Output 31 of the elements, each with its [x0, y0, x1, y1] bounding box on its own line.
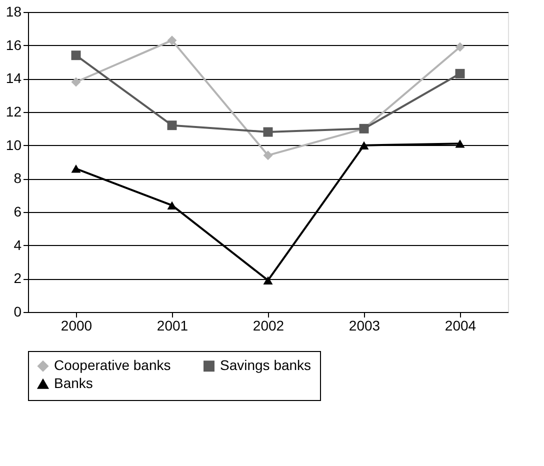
point	[455, 68, 465, 78]
point	[263, 150, 273, 160]
y-tick-label: 12	[6, 104, 22, 120]
y-tick-label: 8	[14, 170, 22, 186]
point	[71, 164, 81, 173]
y-tick-label: 18	[6, 4, 22, 20]
x-tick-label: 2001	[156, 318, 188, 334]
y-tick-label: 2	[14, 270, 22, 286]
point	[263, 276, 273, 284]
point	[455, 42, 465, 52]
point	[167, 120, 177, 130]
y-tick-label: 6	[14, 204, 22, 220]
legend-label: Cooperative banks	[54, 357, 171, 374]
point	[167, 201, 177, 210]
point	[455, 140, 465, 148]
y-tick-label: 14	[6, 70, 22, 86]
point	[359, 141, 369, 150]
point	[263, 127, 273, 137]
y-tick-label: 4	[14, 236, 22, 253]
point	[71, 77, 81, 87]
y-tick-label: 0	[14, 304, 22, 320]
y-tick-label: 10	[6, 136, 22, 153]
x-tick-label: 2002	[252, 318, 284, 334]
x-tick-label: 2004	[444, 318, 476, 334]
point	[167, 36, 177, 46]
y-tick-label: 16	[6, 36, 22, 53]
x-tick-label: 2000	[60, 318, 92, 334]
x-tick-label: 2003	[348, 318, 380, 334]
legend-label: Banks	[54, 375, 93, 391]
point	[71, 50, 81, 60]
legend-label: Savings banks	[220, 357, 312, 374]
